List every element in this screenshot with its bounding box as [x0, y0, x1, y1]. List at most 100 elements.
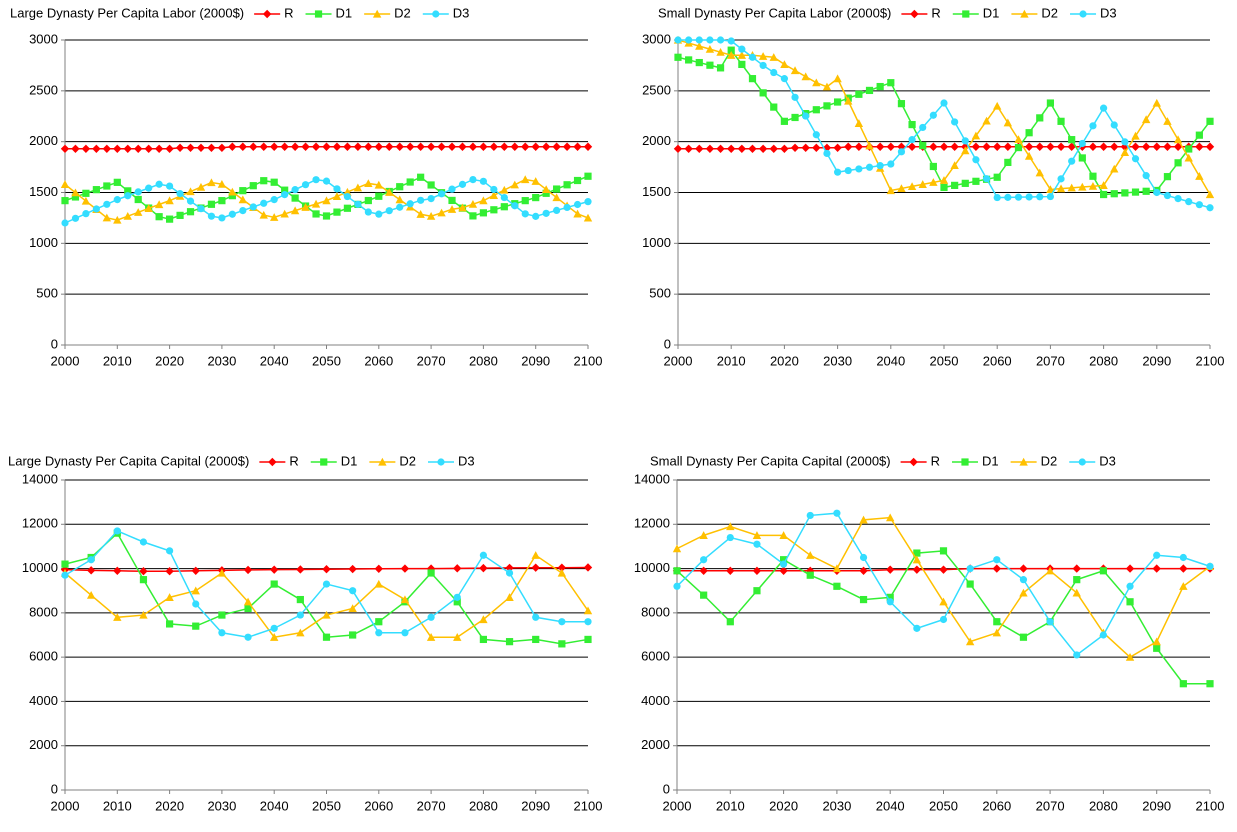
- chart-title: Large Dynasty Per Capita Capital (2000$): [8, 453, 249, 468]
- data-point: [505, 593, 514, 601]
- data-point: [281, 186, 289, 194]
- data-point: [1014, 143, 1023, 152]
- x-tick-label: 2050: [929, 798, 958, 813]
- y-tick-label: 2000: [29, 133, 58, 148]
- data-point: [699, 566, 708, 575]
- data-point: [437, 190, 446, 198]
- legend-marker: [909, 457, 918, 467]
- x-tick-label: 2020: [769, 798, 798, 813]
- y-tick-label: 10000: [634, 560, 670, 575]
- x-tick-label: 2010: [717, 353, 746, 368]
- data-point: [124, 192, 132, 200]
- data-point: [521, 142, 530, 151]
- data-point: [192, 622, 200, 630]
- data-point: [531, 551, 540, 559]
- data-point: [806, 571, 814, 579]
- data-point: [155, 180, 163, 188]
- data-point: [844, 142, 853, 151]
- y-tick-label: 12000: [22, 516, 58, 531]
- data-point: [912, 555, 922, 564]
- data-point: [134, 188, 142, 196]
- data-point: [207, 178, 216, 187]
- data-point: [780, 60, 789, 68]
- data-point: [332, 142, 342, 151]
- x-tick-label: 2010: [103, 353, 132, 368]
- y-tick-label: 0: [51, 781, 58, 796]
- data-point: [727, 51, 736, 59]
- data-point: [1163, 142, 1172, 151]
- data-point: [716, 36, 725, 44]
- data-point: [1120, 142, 1130, 151]
- data-point: [239, 206, 247, 215]
- data-point: [375, 618, 383, 626]
- data-point: [532, 193, 540, 202]
- x-tick-label: 2100: [1196, 353, 1225, 368]
- data-point: [1173, 135, 1183, 144]
- data-point: [490, 206, 498, 214]
- data-point: [244, 633, 252, 641]
- data-point: [557, 568, 567, 577]
- legend-marker: [1020, 9, 1029, 18]
- data-point: [1125, 652, 1135, 661]
- data-point: [400, 595, 410, 604]
- data-point: [1131, 155, 1140, 163]
- data-point: [123, 211, 132, 220]
- data-point: [510, 142, 519, 151]
- data-point: [311, 199, 321, 208]
- data-point: [196, 143, 206, 152]
- data-point: [479, 177, 487, 185]
- data-point: [908, 120, 916, 129]
- data-point: [770, 68, 778, 77]
- data-point: [844, 96, 853, 105]
- x-tick-label: 2090: [521, 798, 550, 813]
- data-point: [913, 549, 921, 557]
- data-point: [270, 565, 279, 574]
- data-point: [759, 61, 767, 70]
- data-point: [406, 178, 414, 186]
- data-point: [1185, 145, 1193, 153]
- legend-marker: [432, 10, 440, 18]
- data-point: [322, 142, 331, 151]
- data-point: [374, 142, 383, 151]
- data-point: [1110, 190, 1118, 198]
- data-point: [218, 214, 226, 222]
- x-tick-label: 2050: [312, 353, 341, 368]
- data-point: [521, 175, 530, 184]
- data-point: [1073, 576, 1081, 584]
- data-point: [939, 547, 948, 555]
- data-point: [1057, 117, 1065, 125]
- data-point: [207, 143, 216, 152]
- data-point: [259, 210, 268, 219]
- data-point: [887, 79, 895, 87]
- y-tick-label: 4000: [641, 693, 670, 708]
- data-point: [779, 531, 788, 539]
- data-point: [716, 144, 725, 153]
- data-point: [700, 591, 708, 599]
- data-point: [218, 629, 226, 637]
- data-point: [908, 136, 916, 144]
- data-point: [458, 203, 467, 212]
- data-point: [748, 53, 757, 61]
- data-point: [510, 180, 519, 189]
- data-point: [196, 182, 206, 191]
- data-point: [940, 99, 948, 107]
- data-point: [822, 143, 832, 152]
- data-point: [228, 187, 237, 196]
- data-point: [993, 101, 1002, 110]
- x-tick-label: 2080: [469, 798, 498, 813]
- data-point: [332, 192, 342, 200]
- y-tick-label: 2500: [29, 82, 58, 97]
- data-point: [801, 72, 810, 81]
- data-point: [982, 116, 991, 125]
- y-tick-label: 10000: [22, 560, 58, 575]
- data-point: [238, 195, 248, 204]
- data-point: [166, 215, 174, 223]
- data-point: [695, 41, 704, 50]
- data-point: [427, 613, 435, 621]
- data-point: [447, 142, 457, 151]
- data-point: [145, 184, 153, 192]
- data-point: [343, 142, 352, 151]
- data-point: [673, 144, 683, 153]
- legend-label: R: [284, 5, 293, 20]
